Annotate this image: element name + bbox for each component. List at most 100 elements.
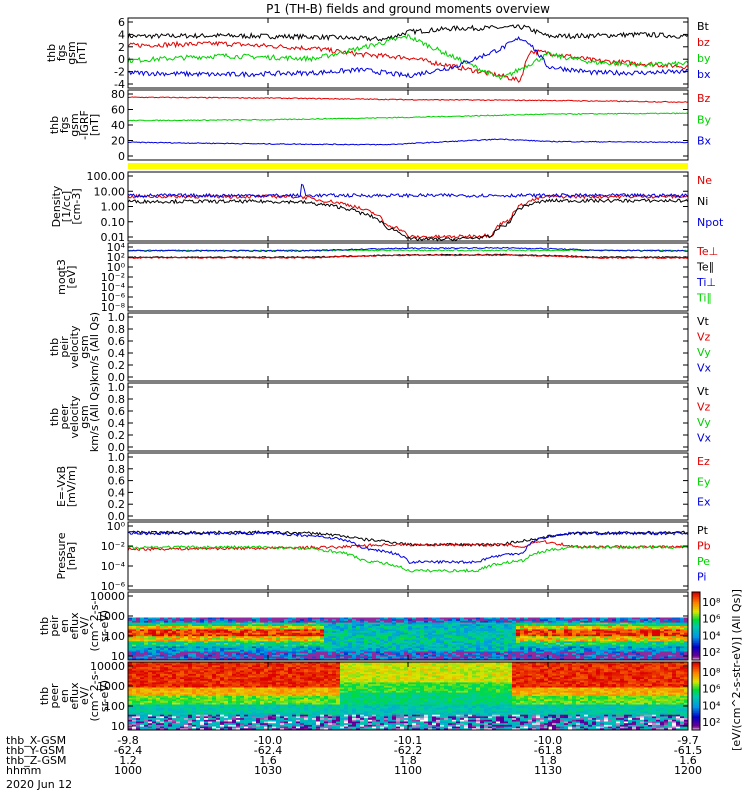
colorbar-tick: 10²: [702, 646, 720, 659]
ephem-value: -9.7: [677, 734, 698, 747]
y-axis-label: fgs: [58, 116, 71, 133]
y-tick-label: 0.2: [108, 429, 126, 442]
y-axis-label: peir: [48, 615, 61, 637]
y-axis-label: -IGRF: [78, 110, 91, 140]
series-pressure-Pe: [127, 544, 689, 573]
ephem-value: -10.1: [394, 734, 422, 747]
y-axis-label: en: [58, 689, 71, 703]
ephem-label-hhmm: hhmm: [6, 764, 41, 777]
legend-Pb: Pb: [697, 540, 711, 553]
legend-Ne: Ne: [697, 174, 712, 187]
ephem-value: -61.8: [534, 744, 562, 757]
y-tick-label: 20: [111, 135, 125, 148]
y-axis-label: gsm: [68, 113, 81, 136]
y-axis-label: km/s (All Qs): [88, 382, 101, 452]
ephem-value: -10.0: [534, 734, 562, 747]
y-tick-label: 0.8: [108, 393, 126, 406]
y-tick-label: 10⁻²: [101, 540, 125, 553]
y-tick-label: 10: [111, 720, 125, 733]
y-tick-label: 1.0: [108, 381, 126, 394]
y-axis-label: [nPa]: [65, 542, 78, 570]
legend-Vt: Vt: [697, 315, 710, 328]
y-tick-label: 60: [111, 104, 125, 117]
y-axis-label: thb: [38, 617, 51, 635]
y-tick-label: 10⁻⁸: [101, 301, 126, 314]
colorbar-2: 10⁸ 10⁶ 10⁴ 10²: [691, 661, 721, 731]
y-tick-label: 0.6: [108, 475, 126, 488]
ephem-value: -62.2: [394, 744, 422, 757]
y-tick-label: -2: [114, 66, 125, 79]
panel-peir_v: 1.00.80.60.40.20.0 thbpeirvelocitygsmkm/s…: [48, 311, 712, 384]
y-axis-label: peer: [58, 404, 71, 430]
y-tick-label: 10²: [107, 251, 125, 264]
legend-by: by: [697, 52, 711, 65]
y-tick-label: 10000: [90, 660, 125, 673]
panel-frame: [127, 452, 689, 521]
panel-frame: [127, 171, 689, 242]
y-axis-label: velocity: [68, 325, 81, 368]
ephem-value: -9.8: [117, 734, 138, 747]
y-tick-label: 10⁻⁴: [101, 281, 126, 294]
y-axis-label: thb: [38, 687, 51, 705]
y-tick-label: 1.00: [101, 201, 126, 214]
colorbar-label: [eV/(cm^2-s-str-eV)] (All Qs)]: [730, 589, 743, 751]
y-axis-label: moqt3: [55, 259, 68, 295]
y-axis-label: peir: [58, 336, 71, 358]
y-tick-label: 10⁰: [107, 520, 126, 533]
y-tick-label: 0.2: [108, 359, 126, 372]
ephem-value: -62.4: [254, 744, 282, 757]
y-tick-label: 0.01: [101, 231, 126, 244]
legend-Bt: Bt: [697, 20, 710, 33]
legend-Vz: Vz: [697, 401, 711, 414]
y-tick-label: 6: [118, 16, 125, 29]
colorbar-tick: 10⁴: [702, 629, 721, 642]
series-pressure-Pb: [127, 539, 689, 552]
y-axis-label: sr-eV): [98, 680, 111, 712]
legend-bz: bz: [697, 36, 710, 49]
series-fgs-bx: [127, 36, 689, 79]
legend-Npot: Npot: [697, 216, 724, 229]
legend-Ex: Ex: [697, 496, 711, 509]
y-tick-label: 10: [111, 650, 125, 663]
legend-bx: bx: [697, 68, 711, 81]
ephem-label-thb_Z-GSM: thb_Z-GSM: [6, 754, 66, 767]
series-temp-Te∥: [127, 253, 689, 259]
y-axis-label: eV/: [78, 687, 91, 705]
y-tick-label: 0.0: [108, 441, 126, 454]
colorbar-1: 10⁸ 10⁶ 10⁴ 10²: [691, 591, 721, 661]
y-tick-label: 10⁴: [107, 241, 126, 254]
ephem-value: 1030: [254, 764, 282, 777]
panel-frame: [127, 382, 689, 452]
panel-peer_v: 1.00.80.60.40.20.0 thbpeervelocitygsmkm/s…: [48, 381, 712, 454]
y-tick-label: 0.4: [108, 486, 126, 499]
y-tick-label: 0.4: [108, 417, 126, 430]
legend-Ey: Ey: [697, 475, 711, 488]
series-fgs-Bt: [127, 24, 689, 42]
legend-Ti⊥: Ti⊥: [696, 276, 716, 289]
y-tick-label: 0.8: [108, 323, 126, 336]
ephem-value: -10.0: [254, 734, 282, 747]
y-tick-label: 0.4: [108, 347, 126, 360]
y-tick-label: 4: [118, 28, 125, 41]
legend-Pt: Pt: [697, 524, 709, 537]
legend-Te⊥: Te⊥: [696, 245, 718, 258]
colorbars: 10⁸ 10⁶ 10⁴ 10² 10⁸ 10⁶ 10⁴ 10² [eV/(cm^2-s-str-…: [691, 589, 743, 751]
series-fgs-by: [127, 33, 689, 81]
ephem-value: 1130: [534, 764, 562, 777]
legend-Vy: Vy: [697, 416, 711, 429]
panel-frame: [127, 89, 689, 161]
ephem-value: 1200: [674, 764, 702, 777]
series-fgs_sm-By: [127, 112, 689, 122]
panel-peer_en: 10000 1000 100 10 thbpeerenefluxeV/(cm^2-s-s…: [38, 660, 689, 733]
ephem-value: 1.2: [119, 754, 137, 767]
y-axis-label: (cm^2-s-: [88, 671, 101, 722]
legend-Vx: Vx: [697, 432, 712, 445]
ephem-label-thb_Y-GSM: thb_Y-GSM: [6, 744, 65, 757]
y-tick-label: 0: [118, 53, 125, 66]
series-density-Ne: [127, 193, 689, 239]
series-density-Ni: [127, 198, 689, 242]
y-axis-label: [nT]: [75, 42, 88, 64]
y-tick-label: -4: [114, 78, 125, 91]
y-tick-label: 0.10: [101, 216, 126, 229]
panel-frame: [127, 17, 689, 89]
